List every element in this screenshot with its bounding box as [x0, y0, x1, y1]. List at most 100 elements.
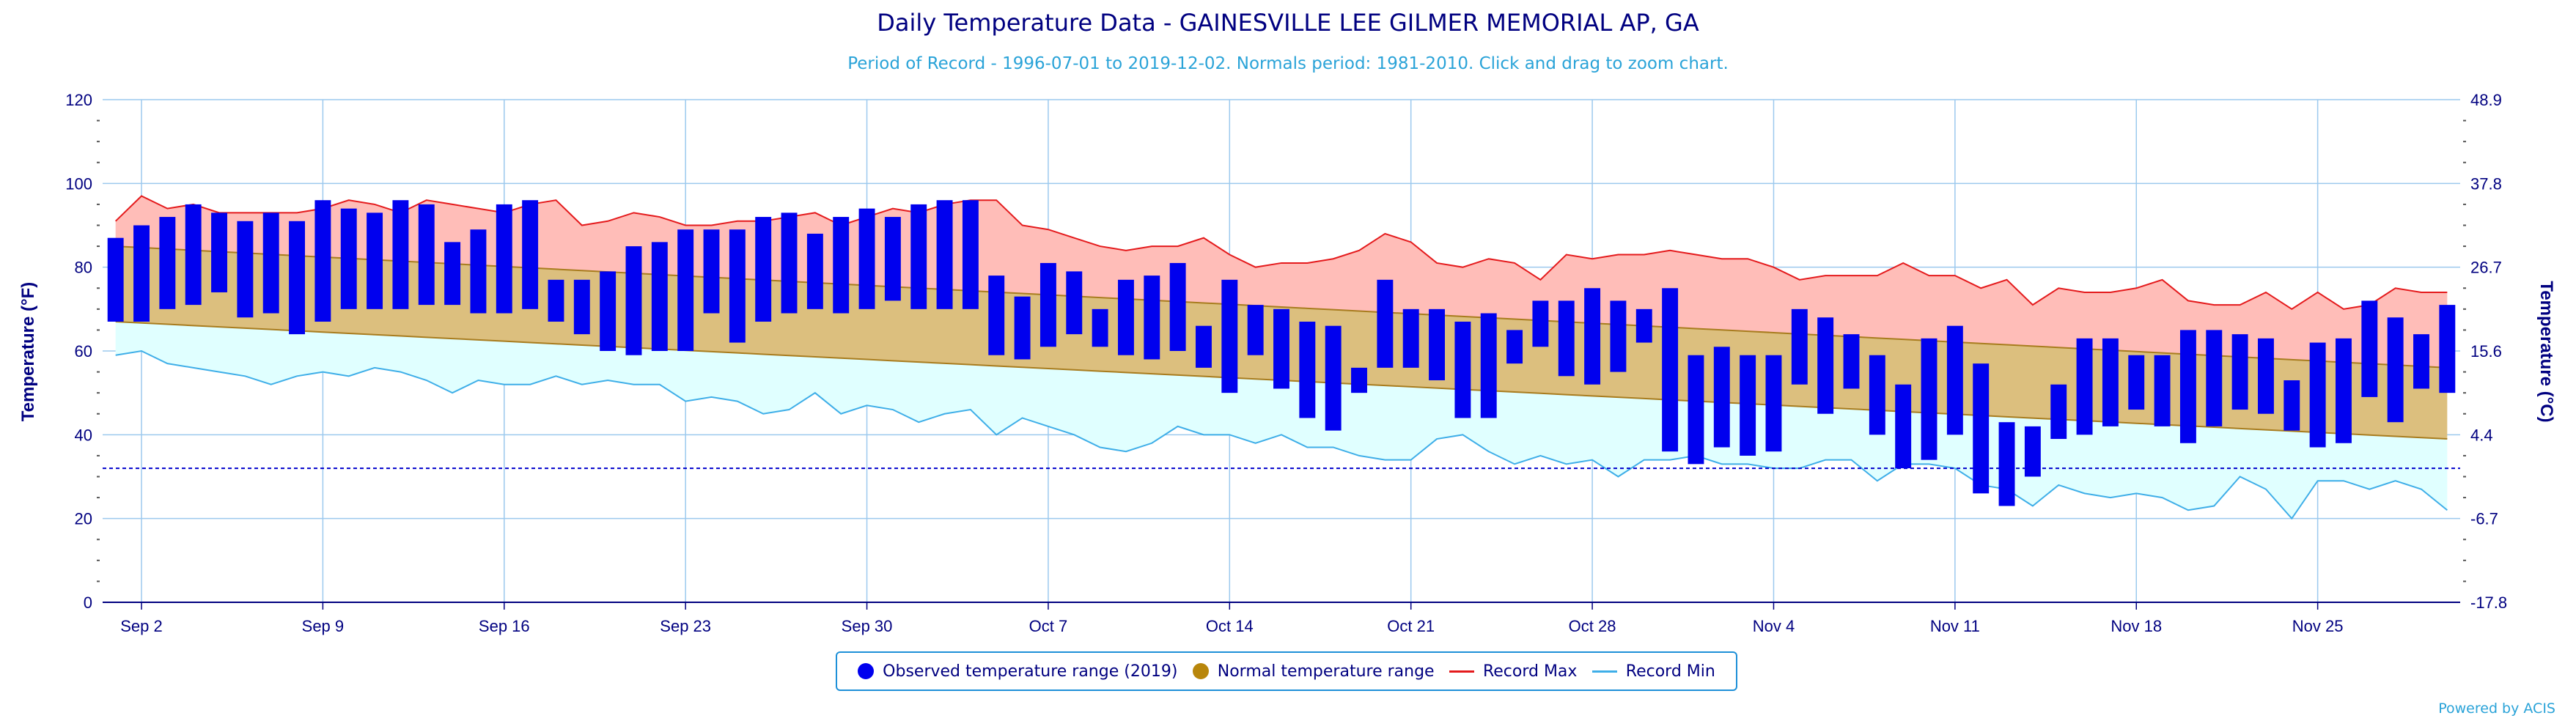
observed-bar[interactable]	[2387, 317, 2404, 423]
observed-bar[interactable]	[858, 208, 875, 309]
observed-bar[interactable]	[1377, 279, 1394, 368]
observed-bar[interactable]	[2413, 334, 2429, 389]
observed-bar[interactable]	[1144, 276, 1160, 360]
observed-bar[interactable]	[548, 279, 564, 322]
observed-bar[interactable]	[2024, 426, 2041, 477]
observed-bar[interactable]	[573, 279, 590, 335]
observed-bar[interactable]	[1895, 384, 1912, 469]
observed-bar[interactable]	[2050, 384, 2067, 440]
observed-bar[interactable]	[2231, 334, 2248, 410]
observed-bar[interactable]	[1765, 355, 1782, 452]
observed-bar[interactable]	[211, 212, 227, 292]
observed-bar[interactable]	[806, 233, 823, 309]
observed-bar[interactable]	[1118, 279, 1134, 355]
observed-bar[interactable]	[1169, 262, 1186, 351]
observed-bar[interactable]	[703, 229, 720, 314]
observed-bar[interactable]	[522, 200, 539, 309]
observed-bar[interactable]	[289, 221, 306, 335]
observed-bar[interactable]	[367, 212, 383, 309]
observed-bar[interactable]	[314, 200, 331, 322]
observed-bar[interactable]	[2128, 355, 2145, 410]
observed-bar[interactable]	[781, 212, 798, 314]
observed-bar[interactable]	[1039, 262, 1056, 347]
observed-bar[interactable]	[1092, 308, 1108, 347]
observed-bar[interactable]	[2257, 338, 2274, 414]
observed-bar[interactable]	[496, 204, 512, 314]
observed-bar[interactable]	[470, 229, 487, 314]
observed-bar[interactable]	[2309, 342, 2326, 448]
observed-bar[interactable]	[1584, 288, 1601, 385]
observed-bar[interactable]	[1869, 355, 1885, 435]
observed-bar[interactable]	[2361, 300, 2378, 397]
observed-bar[interactable]	[600, 271, 617, 351]
observed-bar[interactable]	[884, 217, 901, 301]
observed-bar[interactable]	[262, 212, 279, 314]
observed-bar[interactable]	[651, 242, 668, 351]
observed-bar[interactable]	[625, 246, 642, 355]
observed-bar[interactable]	[418, 204, 435, 306]
observed-bar[interactable]	[1454, 321, 1471, 418]
observed-bar[interactable]	[340, 208, 357, 309]
observed-bars[interactable]	[107, 200, 2456, 506]
observed-bar[interactable]	[1973, 363, 1990, 494]
observed-bar[interactable]	[1817, 317, 1834, 414]
x-tick-label: Sep 16	[479, 617, 530, 635]
observed-bar[interactable]	[962, 200, 979, 309]
observed-bar[interactable]	[1429, 308, 1445, 381]
observed-bar[interactable]	[2336, 338, 2352, 443]
observed-bar[interactable]	[1247, 305, 1264, 355]
legend-item-record-min[interactable]: Record Min	[1591, 662, 1715, 681]
observed-bar[interactable]	[2154, 355, 2171, 426]
observed-bar[interactable]	[1713, 347, 1730, 448]
observed-bar[interactable]	[2439, 305, 2456, 393]
observed-bar[interactable]	[1506, 330, 1523, 364]
observed-bar[interactable]	[910, 204, 927, 309]
observed-bar[interactable]	[444, 242, 461, 306]
observed-bar[interactable]	[936, 200, 953, 309]
observed-bar[interactable]	[729, 229, 746, 343]
legend-item-observed[interactable]: Observed temperature range (2019)	[858, 662, 1177, 681]
observed-bar[interactable]	[1351, 367, 1367, 393]
observed-bar[interactable]	[755, 217, 772, 322]
observed-bar[interactable]	[1221, 279, 1238, 393]
observed-bar[interactable]	[1273, 308, 1289, 389]
legend-item-normal[interactable]: Normal temperature range	[1192, 662, 1435, 681]
observed-bar[interactable]	[237, 221, 254, 318]
observed-bar[interactable]	[107, 237, 124, 322]
observed-bar[interactable]	[1998, 422, 2015, 506]
observed-bar[interactable]	[2179, 330, 2196, 443]
observed-bar[interactable]	[2284, 380, 2300, 431]
powered-by-credit[interactable]: Powered by ACIS	[2438, 700, 2555, 717]
observed-bar[interactable]	[833, 217, 850, 314]
observed-bar[interactable]	[988, 276, 1005, 355]
record-max-band	[115, 196, 2448, 368]
observed-bar[interactable]	[2206, 330, 2223, 426]
observed-bar[interactable]	[1740, 355, 1756, 456]
observed-bar[interactable]	[1610, 300, 1627, 372]
observed-bar[interactable]	[159, 217, 176, 309]
observed-bar[interactable]	[1480, 313, 1497, 418]
observed-bar[interactable]	[2076, 338, 2093, 435]
observed-bar[interactable]	[392, 200, 409, 309]
observed-bar[interactable]	[1843, 334, 1860, 389]
observed-bar[interactable]	[1791, 308, 1808, 385]
observed-bar[interactable]	[1558, 300, 1575, 377]
observed-bar[interactable]	[1325, 325, 1342, 431]
observed-bar[interactable]	[2102, 338, 2119, 426]
observed-bar[interactable]	[185, 204, 202, 306]
observed-bar[interactable]	[1635, 308, 1652, 343]
observed-bar[interactable]	[1662, 288, 1679, 452]
legend-item-record-max[interactable]: Record Max	[1449, 662, 1577, 681]
observed-bar[interactable]	[1946, 325, 1963, 435]
observed-bar[interactable]	[1688, 355, 1704, 465]
observed-bar[interactable]	[1014, 296, 1031, 360]
observed-bar[interactable]	[1299, 321, 1316, 418]
observed-bar[interactable]	[1921, 338, 1937, 460]
observed-bar[interactable]	[1196, 325, 1212, 368]
observed-bar[interactable]	[677, 229, 694, 351]
observed-bar[interactable]	[133, 225, 150, 322]
observed-bar[interactable]	[1532, 300, 1549, 347]
observed-bar[interactable]	[1402, 308, 1419, 368]
observed-bar[interactable]	[1066, 271, 1083, 335]
